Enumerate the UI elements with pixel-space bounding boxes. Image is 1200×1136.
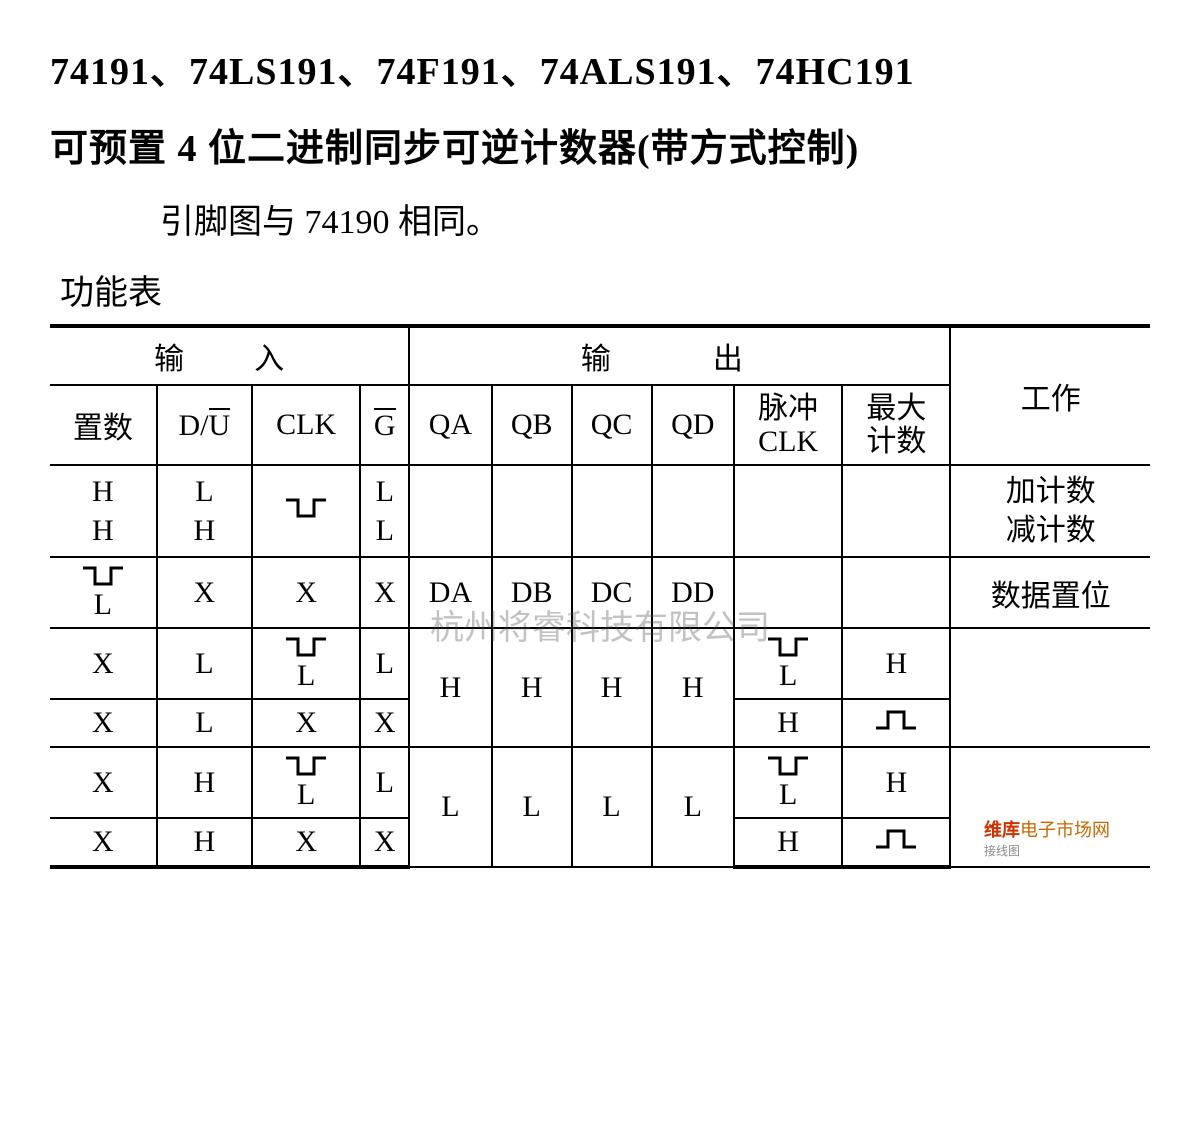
hdr-mode: 工作 [950,326,1150,465]
table-row: H H L H L L 加计数 减计数 [50,465,1150,557]
hdr-clk: CLK [252,385,360,465]
hdr-qb: QB [492,385,572,465]
pulse-up-icon [874,827,918,851]
pulse-down-icon [284,754,328,778]
function-table: 输 入 输 出 工作 置数 D/U CLK G QA QB QC QD 脉冲 C… [50,324,1150,869]
pulse-down-icon [81,564,125,588]
hdr-max-count: 最大 计数 [842,385,950,465]
table-row: L X X X DA DB DC DD 数据置位 [50,557,1150,628]
hdr-inputs: 输 入 [50,326,409,385]
hdr-qc: QC [572,385,652,465]
hdr-dub: D/U [157,385,252,465]
hdr-g: G [360,385,409,465]
title-line-1: 74191、74LS191、74F191、74ALS191、74HC191 [50,40,1150,95]
pulse-down-icon [284,635,328,659]
hdr-load: 置数 [50,385,157,465]
pulse-down-icon [766,754,810,778]
title-line-2: 可预置 4 位二进制同步可逆计数器(带方式控制) [50,117,1150,172]
hdr-qd: QD [652,385,734,465]
table-caption: 功能表 [60,265,1150,314]
pulse-down-icon [284,496,328,520]
footer-watermark: 维库电子市场网 接线图 [984,816,1110,859]
table-row: X L L L H H H H L H [50,628,1150,699]
table-row: X H L L L L L L L H [50,747,1150,818]
pulse-up-icon [874,708,918,732]
note-line: 引脚图与 74190 相同。 [160,194,1150,243]
hdr-pulse-clk: 脉冲 CLK [734,385,842,465]
hdr-qa: QA [409,385,491,465]
hdr-outputs: 输 出 [409,326,950,385]
pulse-down-icon [766,635,810,659]
